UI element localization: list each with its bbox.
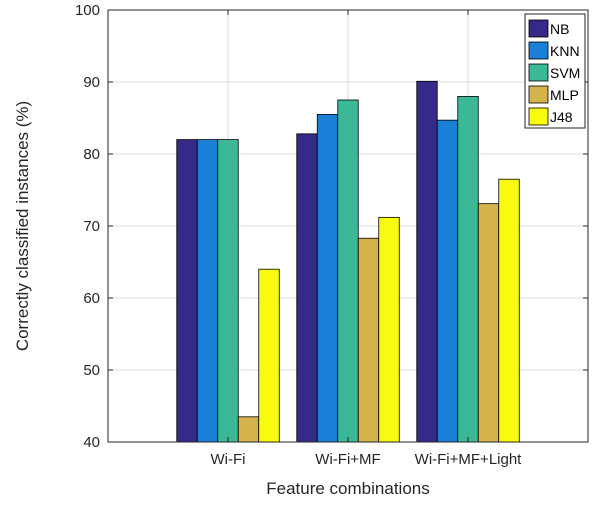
- x-axis-label: Feature combinations: [266, 479, 429, 498]
- legend: NB KNN SVM MLP J48: [524, 13, 586, 129]
- bar-knn-0: [196, 139, 219, 443]
- legend-swatch-mlp: [528, 85, 549, 104]
- legend-swatch-svm: [528, 63, 549, 82]
- y-axis-ticks: 40 50 60 70 80 90 100: [75, 2, 588, 451]
- legend-label-j48: J48: [550, 109, 573, 125]
- y-axis-label: Correctly classified instances (%): [13, 101, 32, 351]
- bar-mlp-1: [357, 237, 380, 443]
- y-tick-label: 50: [83, 362, 100, 379]
- bar-knn-1: [316, 114, 339, 443]
- bar-svm-2: [457, 96, 479, 443]
- legend-swatch-nb: [528, 19, 549, 38]
- bar-mlp-2: [477, 203, 500, 443]
- x-axis-ticks: Wi-Fi Wi-Fi+MF Wi-Fi+MF+Light: [211, 10, 523, 468]
- bar-j48-2: [498, 178, 520, 443]
- bar-svm-0: [217, 139, 239, 443]
- bar-j48-1: [378, 216, 400, 443]
- bar-nb-1: [296, 133, 318, 443]
- x-tick-label: Wi-Fi+MF: [315, 451, 380, 468]
- x-tick-label: Wi-Fi: [211, 451, 246, 468]
- bar-svm-1: [337, 99, 359, 443]
- bar-mlp-0: [237, 416, 260, 443]
- legend-label-knn: KNN: [550, 43, 580, 59]
- y-tick-label: 100: [75, 2, 100, 19]
- bar-nb-2: [416, 80, 438, 443]
- bars: [176, 80, 520, 443]
- bar-j48-0: [258, 268, 280, 443]
- legend-label-mlp: MLP: [550, 87, 579, 103]
- x-tick-label: Wi-Fi+MF+Light: [415, 451, 523, 468]
- y-tick-label: 70: [83, 218, 100, 235]
- legend-label-nb: NB: [550, 21, 569, 37]
- legend-swatch-knn: [528, 41, 549, 60]
- y-tick-label: 60: [83, 290, 100, 307]
- legend-swatch-j48: [528, 107, 549, 126]
- y-tick-label: 40: [83, 434, 100, 451]
- legend-label-svm: SVM: [550, 65, 580, 81]
- y-tick-label: 80: [83, 146, 100, 163]
- y-tick-label: 90: [83, 74, 100, 91]
- bar-knn-2: [436, 119, 459, 443]
- bar-nb-0: [176, 139, 198, 443]
